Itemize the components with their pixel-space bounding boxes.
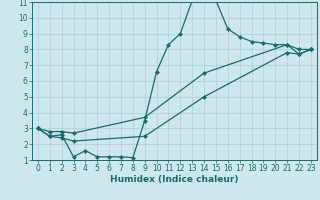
X-axis label: Humidex (Indice chaleur): Humidex (Indice chaleur) — [110, 175, 239, 184]
